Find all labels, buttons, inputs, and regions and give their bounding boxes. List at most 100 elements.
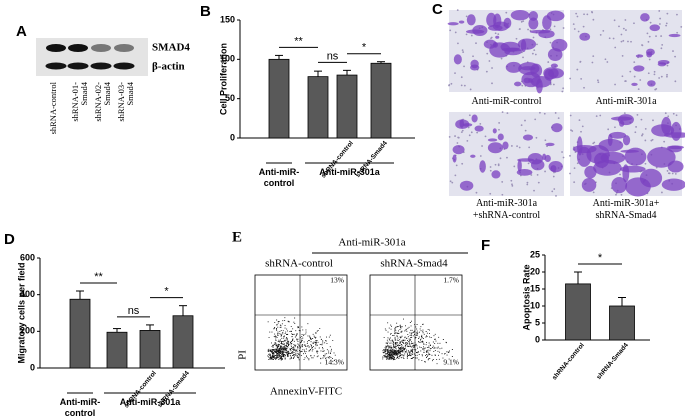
pore: [498, 128, 500, 131]
pore: [661, 43, 664, 46]
pore: [583, 13, 585, 16]
pore: [499, 157, 502, 160]
cell: [633, 65, 645, 72]
panel-letter: C: [432, 1, 443, 18]
cell: [622, 164, 630, 183]
pore: [549, 41, 552, 44]
cell: [452, 145, 465, 155]
pore: [592, 18, 595, 21]
pore: [486, 52, 489, 55]
pore: [619, 173, 621, 176]
pore: [479, 122, 482, 125]
pore: [602, 29, 605, 32]
group-label-line: control: [65, 408, 96, 416]
cell: [635, 54, 644, 58]
cell: [529, 29, 551, 34]
pore: [680, 25, 683, 28]
scatter-dots: [382, 318, 453, 365]
pore: [652, 119, 654, 122]
cell: [486, 12, 497, 27]
significance-label: ns: [327, 50, 339, 62]
pore: [494, 163, 497, 166]
cell: [670, 121, 682, 141]
pore: [528, 146, 531, 149]
lane-label: shRNA-control: [48, 81, 58, 134]
lane-label-line: shRNA-01-: [70, 82, 80, 122]
pore: [672, 50, 674, 52]
pore: [500, 57, 503, 60]
pore: [666, 12, 669, 15]
cell: [657, 59, 670, 65]
cell: [611, 177, 628, 194]
cell: [474, 125, 484, 132]
pore: [599, 33, 602, 36]
bar: [336, 74, 358, 139]
pore: [663, 140, 666, 143]
pore: [518, 146, 521, 149]
pore: [489, 166, 492, 168]
cell: [661, 178, 685, 191]
cell: [584, 165, 597, 179]
y-tick-label: 10: [530, 300, 540, 310]
pore: [454, 31, 457, 34]
pore: [460, 131, 463, 134]
plot-label: shRNA-control: [265, 258, 333, 270]
micrograph: [570, 10, 682, 92]
lane-label-line: Smad4: [79, 81, 89, 105]
pore: [621, 54, 624, 57]
pore: [624, 80, 627, 82]
pore: [649, 21, 652, 24]
pore: [569, 172, 571, 175]
pore: [530, 174, 533, 176]
pore: [506, 156, 508, 159]
pore: [612, 37, 615, 40]
pore: [591, 61, 594, 64]
pore: [562, 87, 565, 90]
cell: [622, 135, 631, 146]
pore: [660, 35, 663, 37]
pore: [475, 191, 478, 194]
cell: [514, 81, 522, 87]
group-label-line: control: [264, 178, 295, 188]
pore: [457, 136, 460, 139]
pore: [647, 40, 650, 43]
pore: [485, 70, 488, 73]
bar: [609, 305, 635, 341]
band-label: SMAD4: [152, 42, 190, 54]
y-tick-label: 150: [220, 14, 235, 24]
pore: [544, 170, 546, 173]
caption: Anti-miR-301a+ shRNA-Smad4: [593, 198, 660, 221]
title: Anti-miR-301a: [338, 237, 405, 249]
pore: [454, 72, 456, 74]
pore: [448, 136, 451, 138]
pore: [501, 181, 504, 183]
pore: [674, 80, 677, 83]
cell: [453, 54, 462, 65]
pore: [534, 118, 537, 121]
pore: [516, 145, 518, 148]
pore: [576, 68, 579, 71]
pore: [531, 52, 534, 55]
pore: [543, 112, 546, 115]
pore: [613, 19, 616, 22]
y-tick-label: 20: [530, 266, 540, 276]
pore: [660, 47, 663, 50]
caption: Anti-miR-control: [472, 96, 542, 107]
pore: [519, 28, 521, 30]
pore: [524, 119, 526, 122]
pore: [454, 174, 457, 177]
pore: [460, 84, 463, 87]
pore: [537, 181, 540, 184]
pore: [586, 13, 589, 16]
pore: [592, 191, 595, 194]
pore: [620, 33, 623, 36]
pore: [633, 75, 636, 78]
cell: [520, 66, 536, 71]
cell: [609, 131, 627, 139]
cell: [516, 169, 533, 176]
pore: [450, 82, 453, 85]
pore: [593, 141, 596, 144]
x-tick-label: shRNA-control: [551, 342, 586, 382]
cell: [668, 33, 681, 38]
pore: [463, 65, 465, 68]
